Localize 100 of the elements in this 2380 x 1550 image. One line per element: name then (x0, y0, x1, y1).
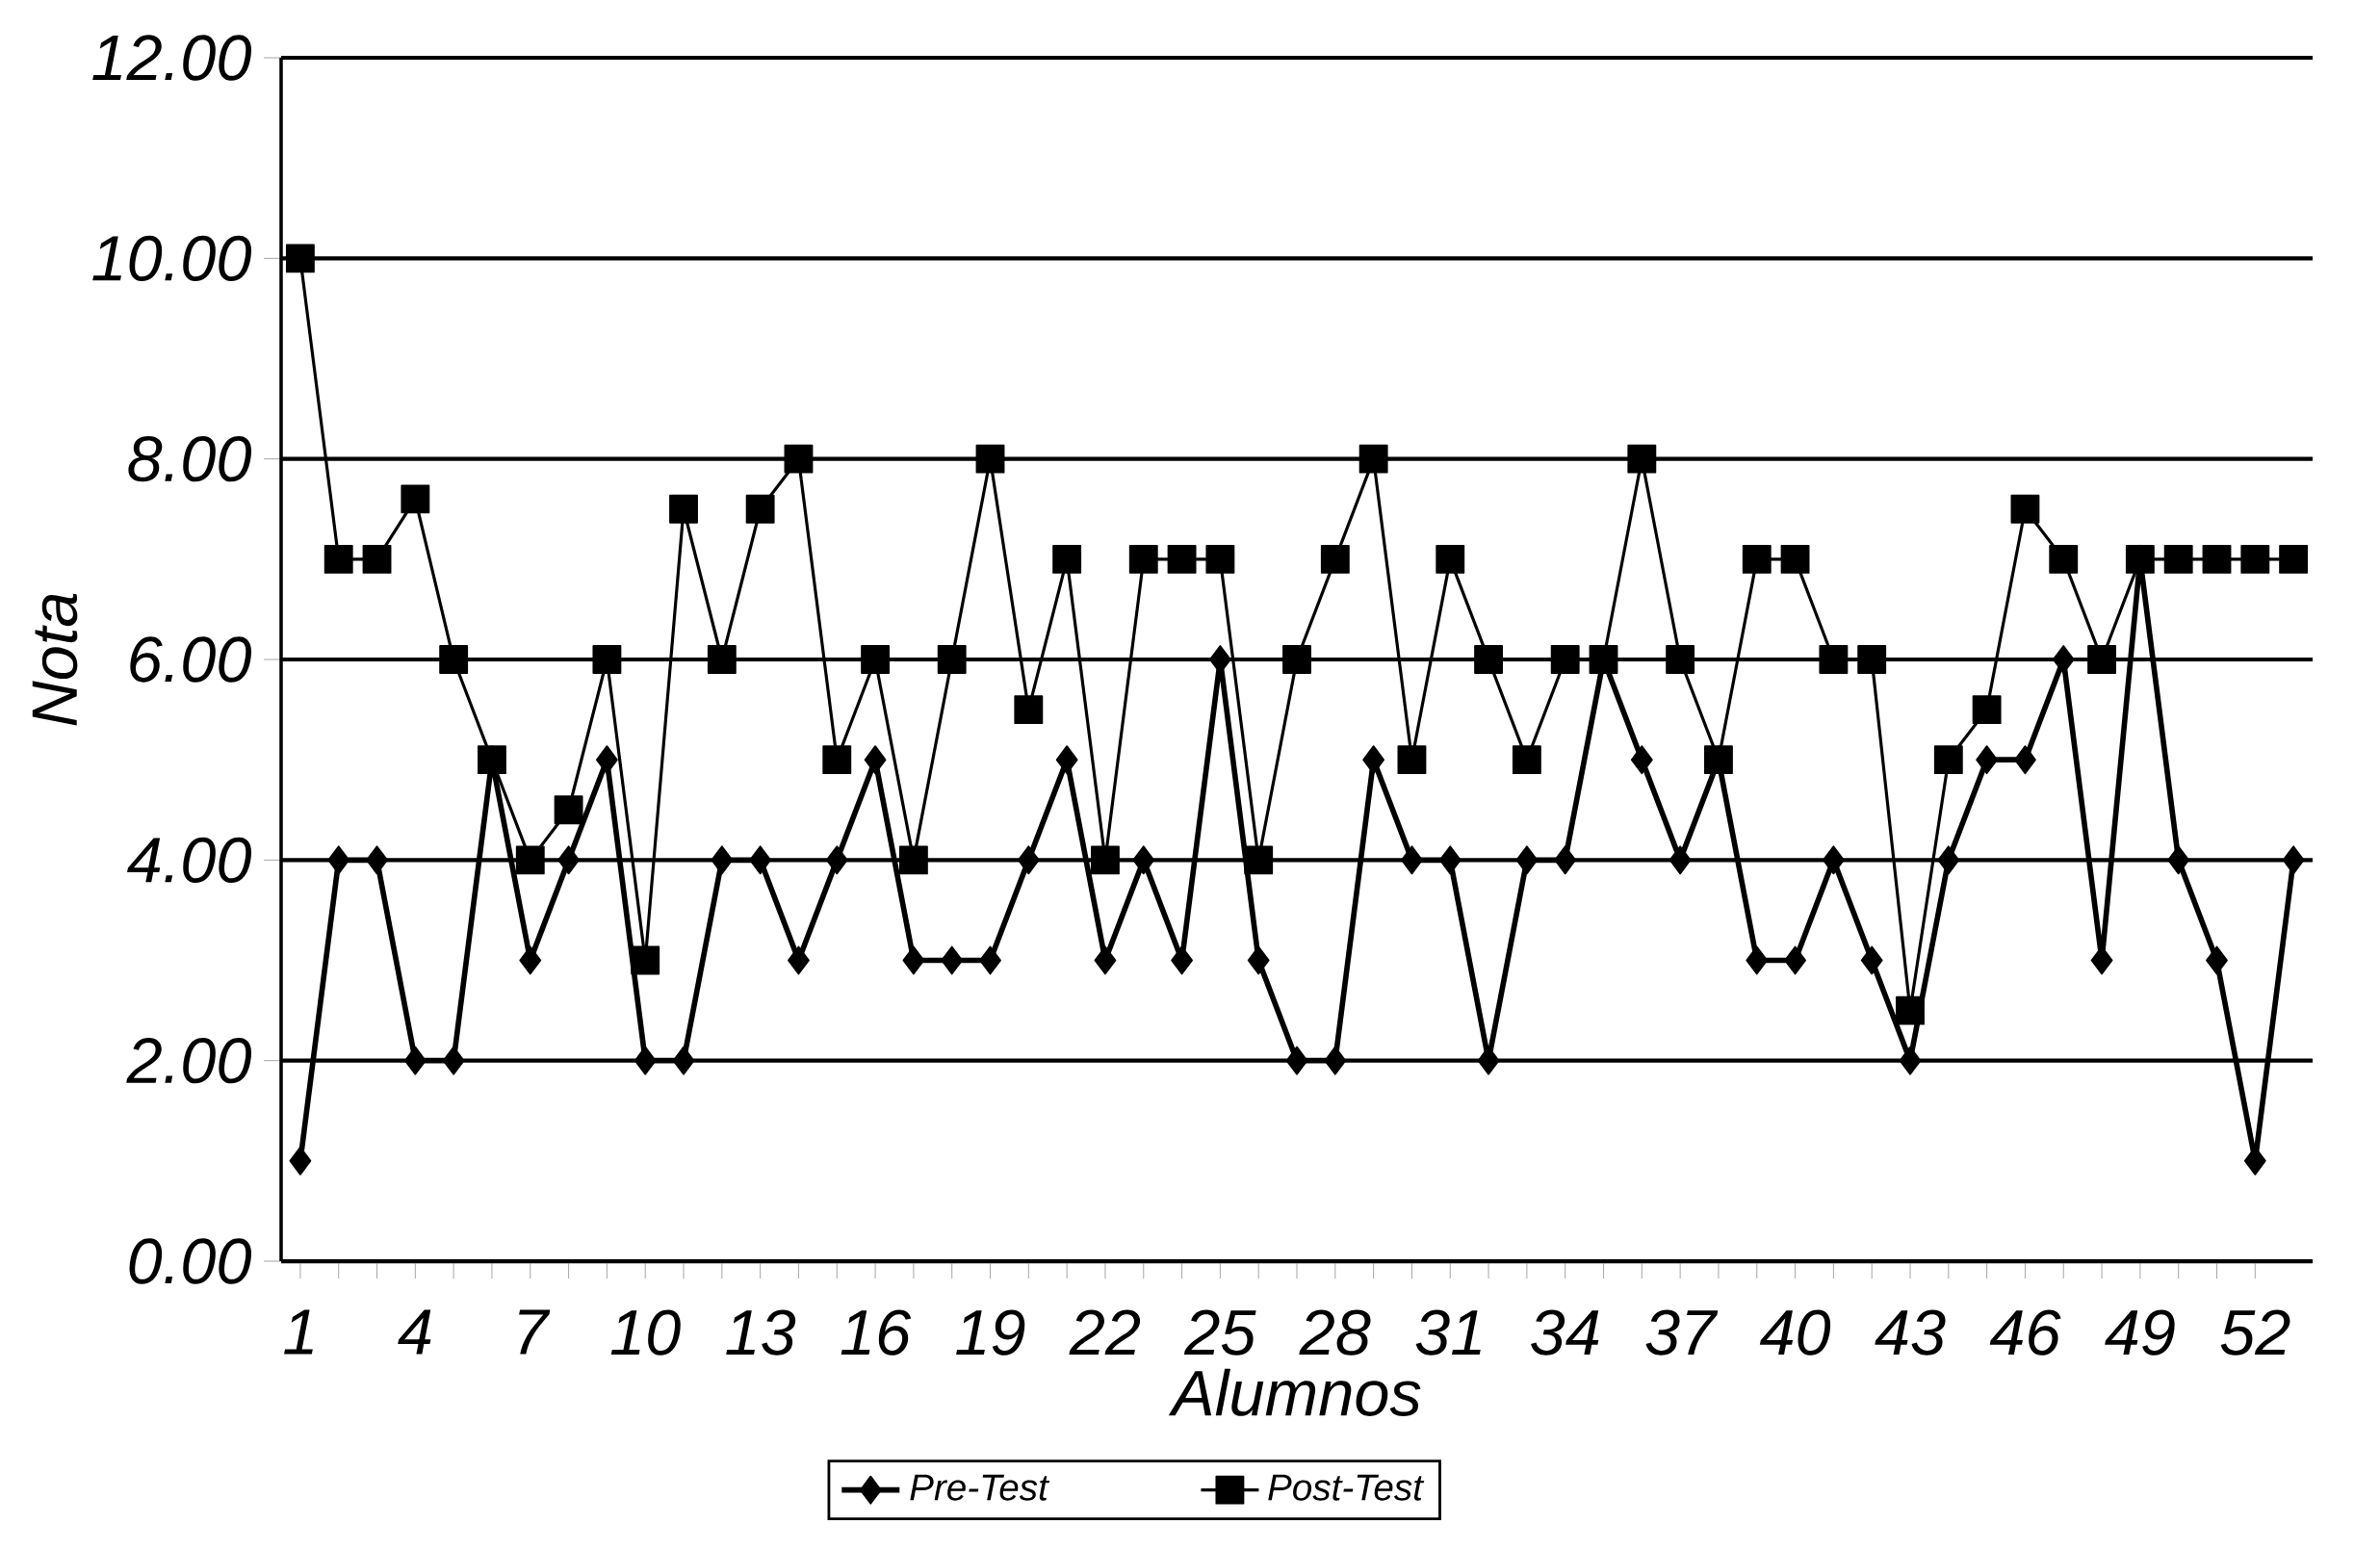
point (519, 945, 542, 975)
point (937, 645, 967, 674)
point (1554, 845, 1577, 875)
point (323, 544, 353, 574)
y-tick-label: 4.00 (127, 837, 251, 883)
point (1630, 745, 1653, 775)
point (362, 544, 392, 574)
point (1094, 945, 1117, 975)
y-tick-label: 10.00 (92, 235, 251, 281)
point (1742, 544, 1772, 574)
point (557, 845, 581, 875)
point (1401, 845, 1423, 875)
point (1515, 845, 1539, 875)
point (2049, 544, 2079, 574)
point (1972, 695, 2002, 725)
point (1976, 745, 1999, 775)
point (669, 494, 698, 524)
point (1784, 945, 1806, 975)
y-tick-label: 2.00 (126, 1038, 251, 1084)
point (1819, 645, 1849, 674)
point (1860, 945, 1883, 975)
point (2282, 845, 2305, 875)
x-tick-label: 22 (1069, 1309, 1141, 1356)
point (822, 745, 852, 775)
point (1014, 695, 1044, 725)
x-tick-label: 1 (284, 1309, 313, 1355)
point (1780, 544, 1810, 574)
point (825, 845, 848, 875)
point (1132, 845, 1155, 875)
x-tick-label: 46 (1989, 1309, 2061, 1356)
point (1247, 945, 1270, 975)
x-tick-label: 34 (1531, 1309, 1599, 1356)
point (749, 845, 772, 875)
point (1055, 745, 1078, 775)
x-tick-label: 16 (841, 1309, 912, 1356)
point (1746, 945, 1769, 975)
point (1128, 544, 1158, 574)
legend-label: Pre-Test (910, 1474, 1050, 1501)
point (327, 845, 350, 875)
point (285, 244, 315, 273)
x-tick-label: 19 (956, 1309, 1025, 1356)
point (1324, 1046, 1347, 1075)
y-tick-label: 12.00 (92, 35, 251, 81)
point (1052, 544, 1082, 574)
point (2167, 845, 2190, 875)
point (1205, 544, 1235, 574)
x-tick-label: 7 (519, 1309, 551, 1355)
point (515, 845, 545, 875)
y-axis-title: Nota (32, 593, 78, 726)
point (1896, 995, 1925, 1025)
point (2014, 745, 2036, 775)
point (1362, 745, 1385, 775)
point (975, 444, 1005, 474)
point (2240, 544, 2270, 574)
legend-label: Post-Test (1268, 1474, 1425, 1501)
point (941, 945, 964, 975)
point (1436, 544, 1465, 574)
x-tick-label: 49 (2105, 1309, 2175, 1356)
point (2052, 645, 2075, 674)
x-tick-label: 25 (1183, 1309, 1256, 1356)
x-tick-label: 31 (1415, 1309, 1481, 1356)
point (1167, 544, 1197, 574)
point (1358, 444, 1388, 474)
point (979, 945, 1001, 975)
point (2202, 544, 2232, 574)
point (2206, 945, 2228, 975)
point (1285, 1046, 1308, 1075)
y-tick-label: 8.00 (128, 436, 251, 482)
point (1171, 945, 1193, 975)
point (745, 494, 775, 524)
point (1397, 745, 1427, 775)
point (864, 745, 887, 775)
x-axis-title: Alumnos (1168, 1368, 1421, 1416)
point (595, 745, 618, 775)
point (631, 945, 660, 975)
point (442, 1046, 465, 1075)
point (289, 1146, 312, 1175)
point (1933, 745, 1963, 775)
y-tick-label: 6.00 (130, 636, 251, 683)
point (1937, 845, 1960, 875)
point (1627, 444, 1657, 474)
x-tick-label: 13 (726, 1309, 796, 1356)
point (1244, 845, 1274, 875)
point (1320, 544, 1350, 574)
point (2279, 544, 2309, 574)
point (1474, 645, 1504, 674)
point (784, 444, 814, 474)
point (1550, 645, 1580, 674)
point (1822, 845, 1845, 875)
x-tick-label: 28 (1299, 1309, 1371, 1356)
point (1091, 845, 1120, 875)
point (898, 845, 928, 875)
x-tick-label: 37 (1645, 1309, 1719, 1356)
point (861, 645, 891, 674)
point (672, 1046, 695, 1075)
point (1857, 645, 1887, 674)
x-tick-label: 43 (1875, 1309, 1946, 1356)
y-tick-label: 0.00 (129, 1238, 251, 1284)
x-tick-label: 40 (1759, 1309, 1831, 1356)
point (592, 645, 622, 674)
